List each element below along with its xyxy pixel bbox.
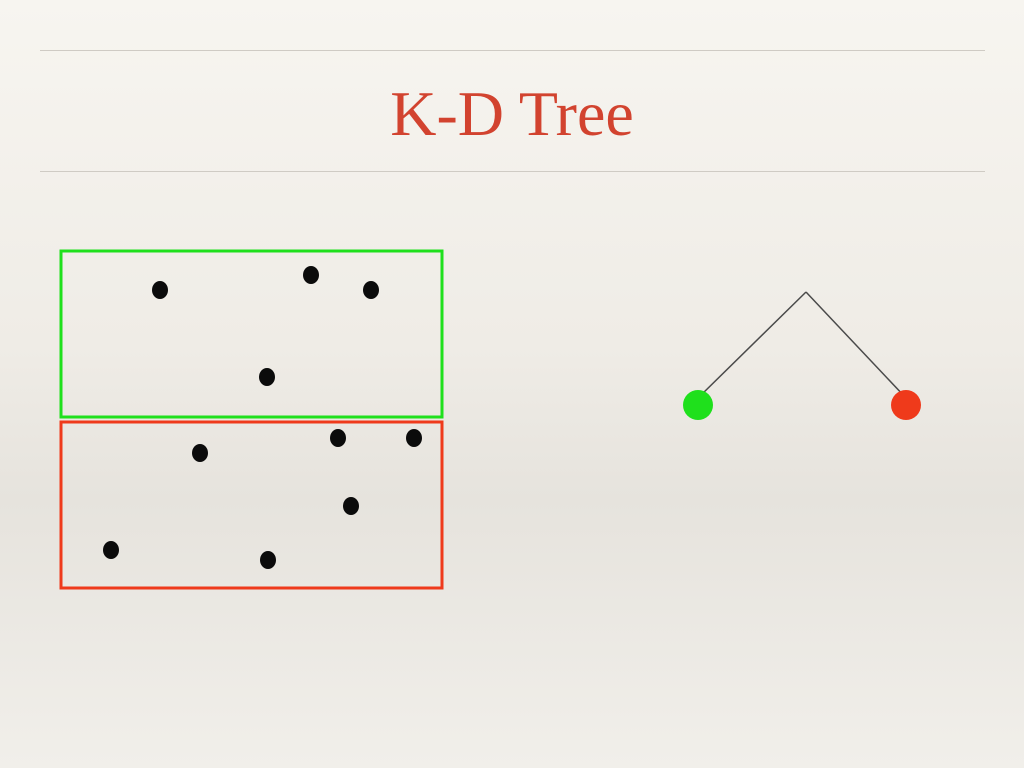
point xyxy=(260,551,276,569)
point xyxy=(330,429,346,447)
slide-title: K-D Tree xyxy=(390,78,634,149)
point xyxy=(363,281,379,299)
green-partition-box xyxy=(59,249,444,419)
point xyxy=(259,368,275,386)
right-child-node xyxy=(891,390,921,420)
point xyxy=(343,497,359,515)
left-child-node xyxy=(683,390,713,420)
point xyxy=(152,281,168,299)
point xyxy=(303,266,319,284)
tree-edge-left xyxy=(697,291,807,399)
bottom-divider xyxy=(40,171,985,172)
point xyxy=(192,444,208,462)
tree-edge-right xyxy=(805,291,907,399)
point xyxy=(406,429,422,447)
top-divider xyxy=(40,50,985,51)
point xyxy=(103,541,119,559)
red-partition-box xyxy=(59,420,444,590)
